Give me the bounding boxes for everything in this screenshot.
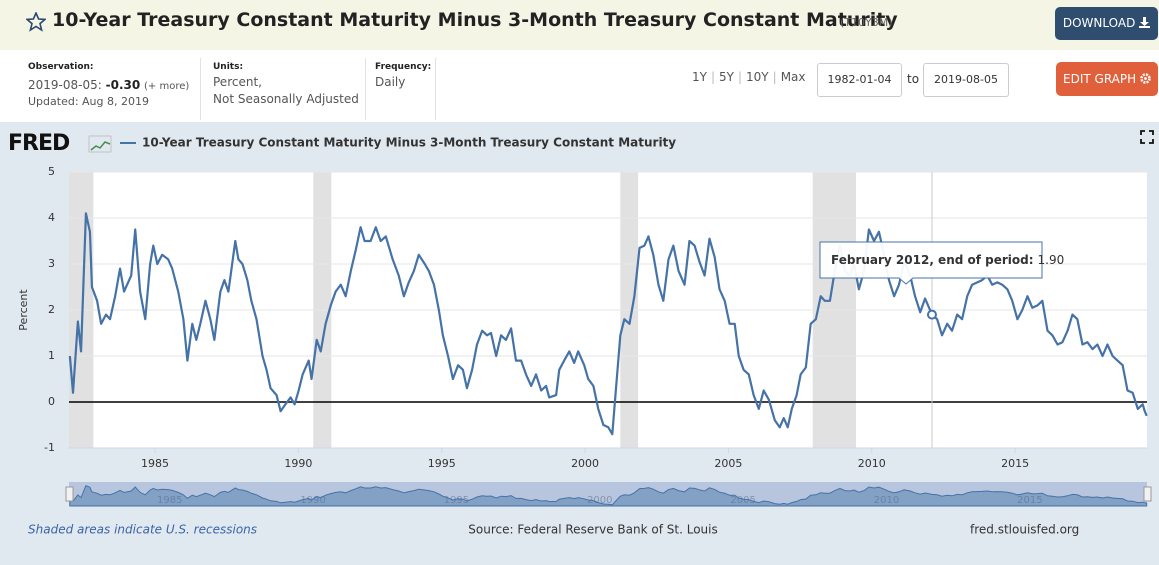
frequency: Daily [375, 75, 406, 89]
x-tick-label: 2015 [1001, 457, 1029, 470]
navigator-label: 2010 [874, 495, 899, 506]
recession-note: Shaded areas indicate U.S. recessions [28, 523, 257, 537]
navigator-label: 1995 [444, 495, 469, 506]
navigator-label: 1990 [300, 495, 325, 506]
hover-point [926, 309, 937, 320]
units: Not Seasonally Adjusted [213, 92, 359, 106]
units: Percent, [213, 75, 262, 89]
x-tick-label: 2010 [858, 457, 886, 470]
navigator-label: 1985 [157, 495, 182, 506]
updated: Updated: Aug 8, 2019 [28, 95, 149, 108]
series-title: 10-Year Treasury Constant Maturity Minus… [52, 9, 898, 31]
more-link[interactable]: (+ more) [144, 81, 190, 92]
navigator-label: 2015 [1017, 495, 1042, 506]
y-tick-label: 1 [48, 349, 55, 362]
tooltip-box [819, 241, 1043, 285]
tooltip-label: February 2012, end of period: [831, 253, 1034, 267]
y-tick-label: 3 [48, 257, 55, 270]
x-tick-label: 2000 [571, 457, 599, 470]
legend-label: 10-Year Treasury Constant Maturity Minus… [142, 136, 676, 150]
data-line [68, 212, 1148, 436]
site: fred.stlouisfed.org [970, 523, 1079, 537]
source: Source: Federal Reserve Bank of St. Loui… [468, 523, 717, 537]
range-divider: | [710, 70, 716, 84]
edit-graph-button[interactable]: EDIT GRAPH [1056, 62, 1158, 96]
logo-icon [90, 141, 111, 151]
range-divider: | [772, 70, 777, 84]
favorite-star[interactable] [26, 12, 46, 32]
gear-icon [1140, 73, 1151, 84]
y-tick-label: -1 [44, 441, 55, 454]
end-date-input[interactable]: 2019-08-05 [923, 63, 1009, 97]
fred-logo: FRED [8, 131, 70, 156]
tooltip-text: February 2012, end of period: 1.90 [831, 253, 1064, 267]
frequency-label: Frequency: [375, 62, 432, 72]
units-label: Units: [213, 62, 244, 72]
navigator-area [69, 484, 1148, 507]
observation-date: 2019-08-05: [28, 78, 102, 92]
download-button[interactable]: DOWNLOAD [1055, 7, 1158, 40]
y-tick-label: 4 [48, 211, 55, 224]
navigator-label: 2000 [587, 495, 612, 506]
start-date-input[interactable]: 1982-01-04 [817, 63, 902, 97]
fullscreen-icon[interactable] [1140, 130, 1154, 144]
x-tick-label: 1995 [428, 457, 456, 470]
range-button[interactable]: 1Y [692, 70, 707, 84]
separator [200, 58, 201, 120]
range-divider: | [737, 70, 743, 84]
date-to: to [907, 72, 920, 86]
download-icon [1139, 17, 1151, 28]
x-tick-label: 1990 [284, 457, 312, 470]
range-button[interactable]: 10Y [746, 70, 769, 84]
separator [365, 58, 366, 120]
observation-line: 2019-08-05: -0.30 (+ more) [28, 78, 189, 92]
range-button[interactable]: Max [780, 70, 806, 84]
navigator-handle[interactable] [65, 486, 74, 502]
y-tick-label: 2 [48, 303, 55, 316]
range-button[interactable]: 5Y [719, 70, 734, 84]
chart: FRED 10-Year Treasury Constant Maturity … [0, 122, 1159, 565]
observation-label: Observation: [28, 62, 94, 72]
navigator-label: 2005 [730, 495, 755, 506]
edit-graph-text: EDIT GRAPH [1063, 72, 1137, 86]
navigator-handle[interactable] [1143, 486, 1152, 502]
y-tick-label: 5 [48, 165, 55, 178]
series-id: (T10Y3M) [840, 16, 893, 29]
range-buttons: 1Y | 5Y | 10Y | Max [692, 70, 806, 84]
navigator-bg [69, 482, 1147, 506]
y-axis-label: Percent [17, 289, 30, 331]
x-tick-label: 1985 [141, 457, 169, 470]
logo-icon-frame [88, 135, 112, 153]
header-bar: 10-Year Treasury Constant Maturity Minus… [0, 0, 1159, 50]
observation-value: -0.30 [105, 78, 141, 92]
download-text: DOWNLOAD [1062, 16, 1136, 30]
separator [435, 58, 436, 120]
x-tick-label: 2005 [714, 457, 742, 470]
tooltip-value: 1.90 [1038, 253, 1065, 267]
y-tick-label: 0 [48, 395, 55, 408]
